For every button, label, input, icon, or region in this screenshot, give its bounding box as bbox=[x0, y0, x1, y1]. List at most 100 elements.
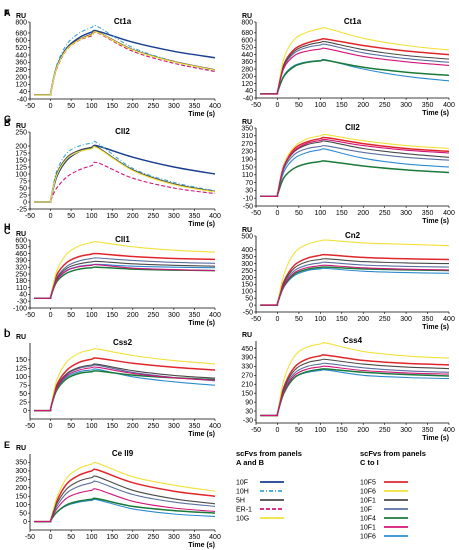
y-tick-label: -40 bbox=[17, 96, 27, 103]
x-tick-label: 350 bbox=[189, 213, 201, 220]
x-tick-label: 0 bbox=[49, 312, 53, 319]
series-line-10h bbox=[34, 140, 216, 203]
y-tick-label: 530 bbox=[15, 244, 27, 251]
y-tick-label: 0 bbox=[23, 408, 27, 415]
x-tick-label: 100 bbox=[86, 312, 98, 319]
series-line-er-1 bbox=[34, 161, 216, 203]
x-tick-label: 300 bbox=[168, 213, 180, 220]
x-tick-label: 250 bbox=[379, 427, 391, 434]
x-tick-label: 250 bbox=[379, 316, 391, 323]
y-tick-label: 270 bbox=[241, 373, 253, 380]
chart-title: Cll1 bbox=[115, 235, 130, 244]
legend-label: 10F6 bbox=[360, 534, 376, 541]
y-tick-label: -25 bbox=[17, 206, 27, 213]
legend-title: scFvs from panels bbox=[360, 449, 426, 458]
x-tick-label: 300 bbox=[400, 210, 412, 217]
y-tick-label: 25 bbox=[19, 192, 27, 199]
x-tick-label: 200 bbox=[357, 102, 369, 109]
y-tick-label: 250 bbox=[15, 271, 27, 278]
panel-letter: B bbox=[4, 118, 11, 128]
x-tick-label: 250 bbox=[379, 210, 391, 217]
series-line-10f6 bbox=[34, 366, 216, 412]
y-tick-label: 150 bbox=[241, 282, 253, 289]
x-tick-label: 150 bbox=[106, 103, 118, 110]
x-tick-label: 0 bbox=[275, 210, 279, 217]
x-tick-label: 100 bbox=[86, 423, 98, 430]
y-tick-label: 40 bbox=[19, 89, 27, 96]
y-tick-label: 680 bbox=[241, 30, 253, 37]
x-axis-label: Time (s) bbox=[422, 218, 449, 225]
panel-f: F RUCt1a-4040120200280360440520600680800-… bbox=[4, 8, 455, 117]
series-line-10f6 bbox=[34, 264, 216, 299]
panel-letter: D bbox=[4, 329, 11, 339]
x-tick-label: 0 bbox=[49, 213, 53, 220]
x-tick-label: -50 bbox=[251, 427, 261, 434]
y-tick-label: 280 bbox=[241, 66, 253, 73]
panel-letter: I bbox=[4, 327, 7, 337]
y-tick-label: 200 bbox=[15, 74, 27, 81]
y-tick-label: -40 bbox=[243, 95, 253, 102]
y-tick-label: 150 bbox=[241, 164, 253, 171]
x-axis-label: Time (s) bbox=[188, 320, 215, 327]
series-line-10f bbox=[34, 144, 216, 203]
x-tick-label: 100 bbox=[314, 210, 326, 217]
series-line-10f6 bbox=[260, 138, 450, 197]
series-line-10f bbox=[34, 29, 216, 96]
legend-label: 10F1 bbox=[360, 525, 376, 532]
x-tick-label: 250 bbox=[147, 103, 159, 110]
x-tick-label: 200 bbox=[127, 423, 139, 430]
x-tick-label: 50 bbox=[295, 316, 303, 323]
y-tick-label: 40 bbox=[245, 88, 253, 95]
x-tick-label: 250 bbox=[147, 213, 159, 220]
x-tick-label: 50 bbox=[295, 210, 303, 217]
x-tick-label: 300 bbox=[168, 312, 180, 319]
chart-title: Cll2 bbox=[345, 123, 360, 132]
x-tick-label: 400 bbox=[209, 423, 221, 430]
y-tick-label: 25 bbox=[19, 399, 27, 406]
x-tick-label: 150 bbox=[106, 534, 118, 541]
x-tick-label: -50 bbox=[25, 213, 35, 220]
y-tick-label: 75 bbox=[19, 178, 27, 185]
y-tick-label: 800 bbox=[241, 19, 253, 26]
y-tick-label: 50 bbox=[19, 391, 27, 398]
y-tick-label: 210 bbox=[241, 382, 253, 389]
y-tick-label: 270 bbox=[241, 141, 253, 148]
x-tick-label: 250 bbox=[147, 423, 159, 430]
series-line-10f bbox=[260, 43, 450, 95]
panel-letter: C bbox=[4, 226, 11, 236]
x-tick-label: 250 bbox=[147, 312, 159, 319]
y-tick-label: 50 bbox=[19, 510, 27, 517]
x-axis-label: Time (s) bbox=[188, 111, 215, 118]
y-tick-label: 30 bbox=[245, 408, 253, 415]
y-tick-label: 230 bbox=[241, 149, 253, 156]
legend-label: 10F5 bbox=[360, 480, 376, 487]
y-tick-label: 200 bbox=[241, 74, 253, 81]
x-tick-label: 300 bbox=[400, 316, 412, 323]
series-line-10h bbox=[34, 24, 216, 96]
y-tick-label: 520 bbox=[241, 45, 253, 52]
panel-letter: H bbox=[4, 222, 11, 232]
y-tick-label: 100 bbox=[15, 171, 27, 178]
y-tick-label: 350 bbox=[241, 125, 253, 132]
y-tick-label: 120 bbox=[241, 81, 253, 88]
y-tick-label: 125 bbox=[15, 164, 27, 171]
y-tick-label: 600 bbox=[241, 37, 253, 44]
x-tick-label: -50 bbox=[25, 534, 35, 541]
y-tick-label: 250 bbox=[15, 477, 27, 484]
y-tick-label: -10 bbox=[243, 196, 253, 203]
chart-title: Ce ll9 bbox=[112, 449, 134, 458]
x-tick-label: 300 bbox=[168, 103, 180, 110]
legend-label: 5H bbox=[236, 498, 245, 505]
y-tick-label: 440 bbox=[241, 52, 253, 59]
y-tick-label: 460 bbox=[15, 251, 27, 258]
chart-title: Ct1a bbox=[114, 17, 132, 26]
y-tick-label: 0 bbox=[23, 199, 27, 206]
y-axis-label: RU bbox=[242, 13, 252, 20]
x-tick-label: 100 bbox=[314, 316, 326, 323]
x-tick-label: 150 bbox=[336, 210, 348, 217]
y-tick-label: 440 bbox=[15, 52, 27, 59]
x-tick-label: -50 bbox=[251, 316, 261, 323]
y-tick-label: 120 bbox=[15, 82, 27, 89]
